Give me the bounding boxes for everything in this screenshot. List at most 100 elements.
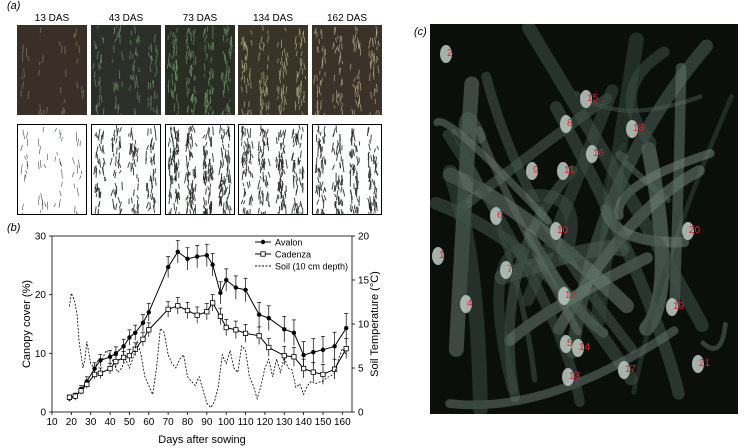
canopy-pixel-mark bbox=[224, 211, 227, 214]
canopy-pixel-mark bbox=[168, 211, 171, 214]
plant-mark bbox=[341, 110, 344, 115]
plant-mark bbox=[117, 105, 120, 114]
canopy-pixel-mark bbox=[248, 196, 251, 206]
canopy-pixel-mark bbox=[96, 153, 100, 164]
canopy-pixel-mark bbox=[222, 158, 225, 166]
canopy-pixel-mark bbox=[149, 143, 152, 154]
plant-mark bbox=[134, 108, 136, 115]
plant-mark bbox=[116, 103, 119, 110]
wheat-spike bbox=[572, 339, 584, 357]
data-point bbox=[127, 335, 132, 340]
canopy-pixel-mark bbox=[349, 168, 352, 174]
canopy-pixel-mark bbox=[111, 137, 113, 141]
y2-tick-label: 0 bbox=[358, 408, 364, 419]
plant-mark bbox=[173, 46, 175, 55]
plant-mark bbox=[194, 90, 196, 94]
data-point bbox=[165, 264, 171, 270]
canopy-pixel-mark bbox=[209, 172, 212, 179]
x-tick-label: 160 bbox=[334, 417, 351, 428]
canopy-pixel-mark bbox=[295, 189, 298, 196]
canopy-pixel-mark bbox=[133, 146, 136, 153]
y-tick-label: 30 bbox=[35, 232, 47, 243]
thresholded-image bbox=[238, 124, 308, 215]
canopy-pixel-mark bbox=[373, 198, 376, 205]
canopy-pixel-mark bbox=[353, 142, 356, 148]
data-point bbox=[140, 320, 146, 326]
plant-mark bbox=[331, 98, 334, 103]
canopy-pixel-mark bbox=[224, 178, 227, 185]
plant-mark bbox=[356, 75, 358, 80]
canopy-pixel-mark bbox=[354, 175, 358, 186]
spike-number-label: 1 bbox=[439, 250, 445, 261]
plant-mark bbox=[175, 58, 178, 63]
canopy-pixel-mark bbox=[370, 211, 372, 214]
plant-mark bbox=[351, 108, 354, 115]
plant-mark bbox=[171, 41, 174, 45]
canopy-pixel-mark bbox=[354, 206, 357, 214]
data-point bbox=[204, 253, 210, 258]
canopy-pixel-mark bbox=[246, 210, 249, 214]
plant-mark bbox=[353, 77, 356, 82]
canopy-pixel-mark bbox=[102, 130, 105, 140]
canopy-pixel-mark bbox=[257, 207, 260, 214]
canopy-pixel-mark bbox=[184, 173, 187, 184]
canopy-pixel-mark bbox=[370, 201, 373, 212]
canopy-pixel-mark bbox=[227, 175, 230, 184]
data-point bbox=[218, 290, 223, 296]
canopy-pixel-mark bbox=[316, 126, 320, 132]
canopy-pixel-mark bbox=[338, 179, 342, 186]
canopy-pixel-mark bbox=[111, 142, 114, 152]
data-point bbox=[165, 306, 171, 312]
canopy-pixel-mark bbox=[353, 164, 356, 170]
canopy-pixel-mark bbox=[275, 159, 278, 169]
plant-mark bbox=[96, 51, 99, 60]
plant-mark bbox=[204, 27, 206, 35]
plant-mark bbox=[278, 70, 281, 80]
canopy-pixel-mark bbox=[223, 189, 226, 196]
plant-mark bbox=[192, 39, 195, 45]
canopy-pixel-mark bbox=[331, 142, 334, 153]
canopy-pixel-mark bbox=[151, 144, 154, 150]
canopy-pixel-mark bbox=[211, 153, 215, 162]
canopy-pixel-mark bbox=[136, 155, 139, 163]
plant-mark bbox=[324, 57, 327, 64]
canopy-pixel-mark bbox=[128, 133, 130, 137]
canopy-pixel-mark bbox=[349, 208, 352, 213]
canopy-pixel-mark bbox=[333, 186, 336, 193]
canopy-pixel-mark bbox=[219, 125, 222, 134]
canopy-pixel-mark bbox=[59, 132, 62, 139]
wheat-spike bbox=[550, 222, 562, 240]
plant-mark bbox=[76, 58, 79, 64]
plant-mark bbox=[61, 110, 63, 114]
canopy-pixel-mark bbox=[26, 160, 28, 170]
plant-mark bbox=[206, 102, 209, 109]
plant-mark bbox=[299, 87, 301, 92]
canopy-pixel-mark bbox=[205, 170, 208, 175]
canopy-pixel-mark bbox=[136, 194, 140, 200]
plant-mark bbox=[155, 56, 158, 65]
canopy-pixel-mark bbox=[291, 129, 294, 139]
plant-mark bbox=[267, 105, 270, 110]
canopy-pixel-mark bbox=[186, 172, 189, 183]
plant-mark bbox=[62, 107, 65, 115]
canopy-pixel-mark bbox=[265, 175, 268, 185]
canopy-pixel-mark bbox=[207, 163, 210, 174]
canopy-pixel-mark bbox=[22, 212, 23, 214]
plant-mark bbox=[223, 80, 226, 86]
plant-mark bbox=[130, 74, 132, 79]
plant-mark bbox=[192, 30, 195, 39]
plant-mark bbox=[209, 89, 212, 95]
canopy-pixel-mark bbox=[135, 148, 139, 157]
canopy-pixel-mark bbox=[118, 169, 122, 174]
data-point bbox=[107, 365, 113, 372]
canopy-pixel-mark bbox=[115, 137, 118, 144]
canopy-pixel-mark bbox=[226, 196, 228, 204]
canopy-pixel-mark bbox=[189, 190, 192, 196]
plant-mark bbox=[334, 49, 337, 54]
canopy-pixel-mark bbox=[174, 168, 177, 173]
canopy-pixel-mark bbox=[173, 147, 176, 156]
plant-mark bbox=[340, 78, 343, 87]
plant-mark bbox=[187, 28, 190, 34]
canopy-pixel-mark bbox=[298, 159, 301, 166]
plant-mark bbox=[176, 73, 179, 80]
